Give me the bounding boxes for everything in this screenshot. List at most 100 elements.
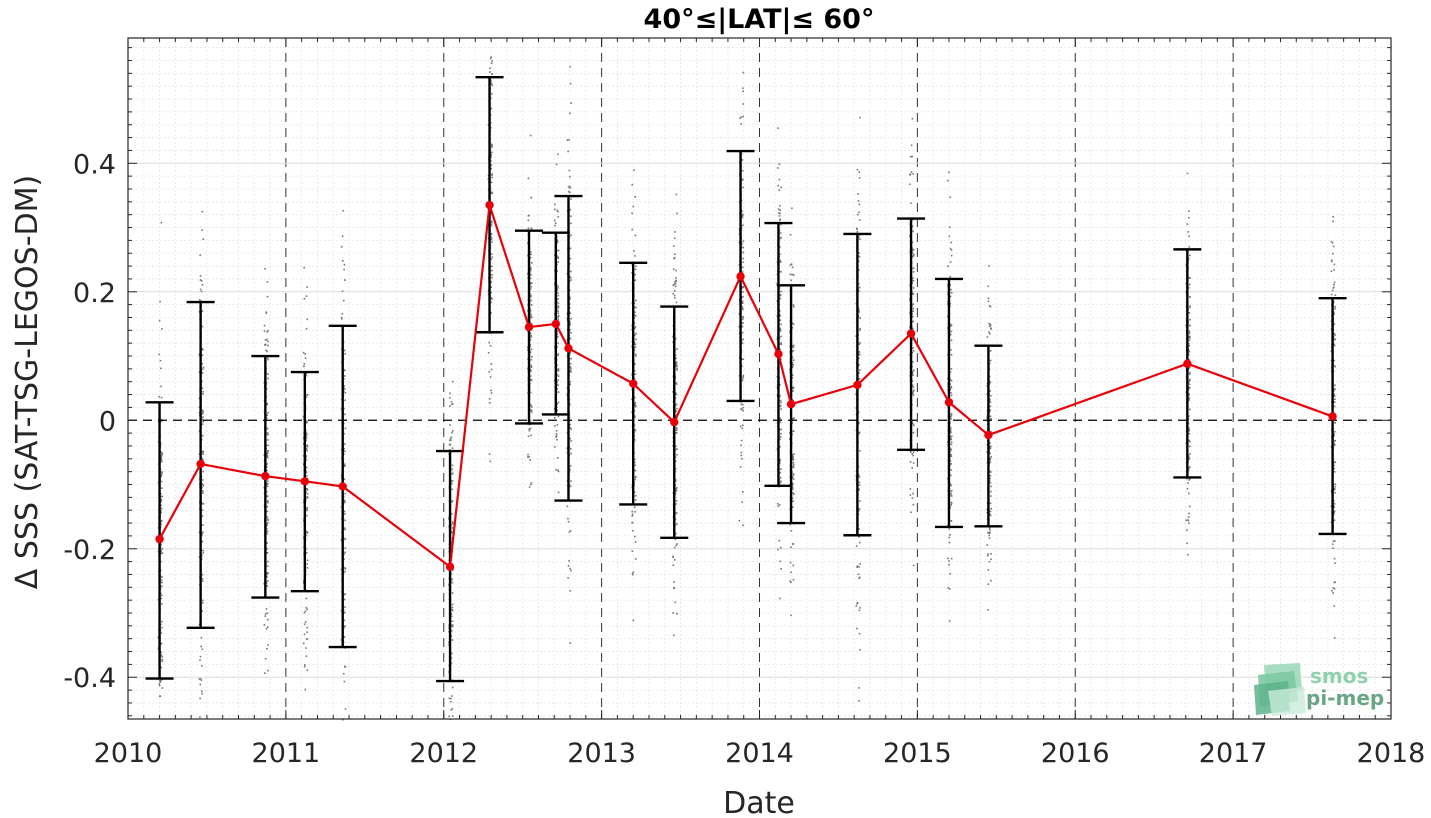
raw-point xyxy=(449,424,451,426)
raw-point xyxy=(160,544,162,546)
raw-point xyxy=(555,434,558,437)
raw-point xyxy=(990,445,992,448)
raw-point xyxy=(557,315,560,317)
raw-point xyxy=(557,470,560,473)
raw-point xyxy=(305,655,308,657)
raw-point xyxy=(780,290,782,293)
raw-point xyxy=(780,408,782,410)
raw-point xyxy=(490,235,492,238)
raw-point xyxy=(911,453,914,455)
raw-point xyxy=(674,297,676,299)
raw-point xyxy=(792,274,795,276)
raw-point xyxy=(264,657,267,660)
raw-point xyxy=(161,471,163,473)
raw-point xyxy=(303,633,306,636)
raw-point xyxy=(304,610,307,613)
raw-point xyxy=(859,500,861,502)
raw-point xyxy=(634,478,636,481)
raw-point xyxy=(987,583,990,586)
raw-point xyxy=(909,494,912,496)
raw-point xyxy=(950,349,952,351)
raw-point xyxy=(778,163,781,166)
raw-point xyxy=(528,486,531,488)
raw-point xyxy=(672,292,674,295)
raw-point xyxy=(912,328,914,330)
raw-point xyxy=(1187,287,1190,289)
raw-point xyxy=(675,357,677,359)
raw-point xyxy=(911,225,914,227)
raw-point xyxy=(567,577,569,579)
raw-point xyxy=(1334,431,1336,433)
raw-point xyxy=(858,421,860,424)
raw-point xyxy=(569,208,572,211)
mean-point xyxy=(524,322,534,332)
raw-point xyxy=(202,416,204,418)
raw-point xyxy=(1333,502,1336,505)
raw-point xyxy=(858,311,860,313)
raw-point xyxy=(488,370,491,373)
raw-point xyxy=(557,368,560,370)
raw-point xyxy=(161,576,163,578)
raw-point xyxy=(989,457,992,460)
raw-point xyxy=(161,660,163,663)
raw-point xyxy=(491,174,493,176)
raw-point xyxy=(989,409,992,412)
raw-point xyxy=(344,501,346,504)
raw-point xyxy=(856,627,858,630)
raw-point xyxy=(1188,394,1190,396)
raw-point xyxy=(792,455,794,458)
raw-point xyxy=(741,216,744,219)
raw-point xyxy=(199,716,201,718)
raw-point xyxy=(911,338,914,341)
raw-point xyxy=(990,579,992,582)
raw-point xyxy=(740,444,742,447)
raw-point xyxy=(530,409,533,412)
raw-point xyxy=(1331,259,1333,262)
mean-point xyxy=(338,482,347,491)
raw-point xyxy=(491,256,494,259)
raw-point xyxy=(989,452,991,455)
raw-point xyxy=(567,517,569,520)
raw-point xyxy=(790,581,792,584)
x-tick-label: 2015 xyxy=(883,738,952,769)
raw-point xyxy=(159,681,162,683)
raw-point xyxy=(267,373,269,375)
raw-point xyxy=(909,173,912,175)
raw-point xyxy=(201,690,203,693)
raw-point xyxy=(912,350,915,352)
raw-point xyxy=(950,455,953,458)
raw-point xyxy=(569,112,571,115)
raw-point xyxy=(201,486,203,489)
raw-point xyxy=(778,178,781,181)
raw-point xyxy=(793,464,795,466)
raw-point xyxy=(634,401,637,404)
raw-point xyxy=(673,257,675,260)
raw-point xyxy=(530,336,532,338)
raw-point xyxy=(201,409,204,412)
raw-point xyxy=(633,369,636,372)
raw-point xyxy=(201,368,204,370)
raw-point xyxy=(1187,210,1190,212)
raw-point xyxy=(266,331,269,333)
raw-point xyxy=(200,636,203,639)
raw-point xyxy=(490,296,493,299)
raw-point xyxy=(912,431,915,434)
raw-point xyxy=(570,370,572,373)
raw-point xyxy=(528,455,531,458)
raw-point xyxy=(306,488,308,490)
raw-point xyxy=(858,351,861,353)
raw-point xyxy=(306,493,309,495)
raw-point xyxy=(673,283,675,286)
mean-point xyxy=(984,430,993,440)
raw-point xyxy=(267,501,269,504)
raw-point xyxy=(675,301,678,304)
raw-point xyxy=(634,195,637,198)
raw-point xyxy=(160,632,162,634)
raw-point xyxy=(527,435,530,438)
raw-point xyxy=(201,509,204,511)
raw-point xyxy=(632,571,635,574)
raw-point xyxy=(341,718,344,721)
raw-point xyxy=(674,480,677,482)
raw-point xyxy=(792,390,794,392)
raw-point xyxy=(990,430,992,433)
